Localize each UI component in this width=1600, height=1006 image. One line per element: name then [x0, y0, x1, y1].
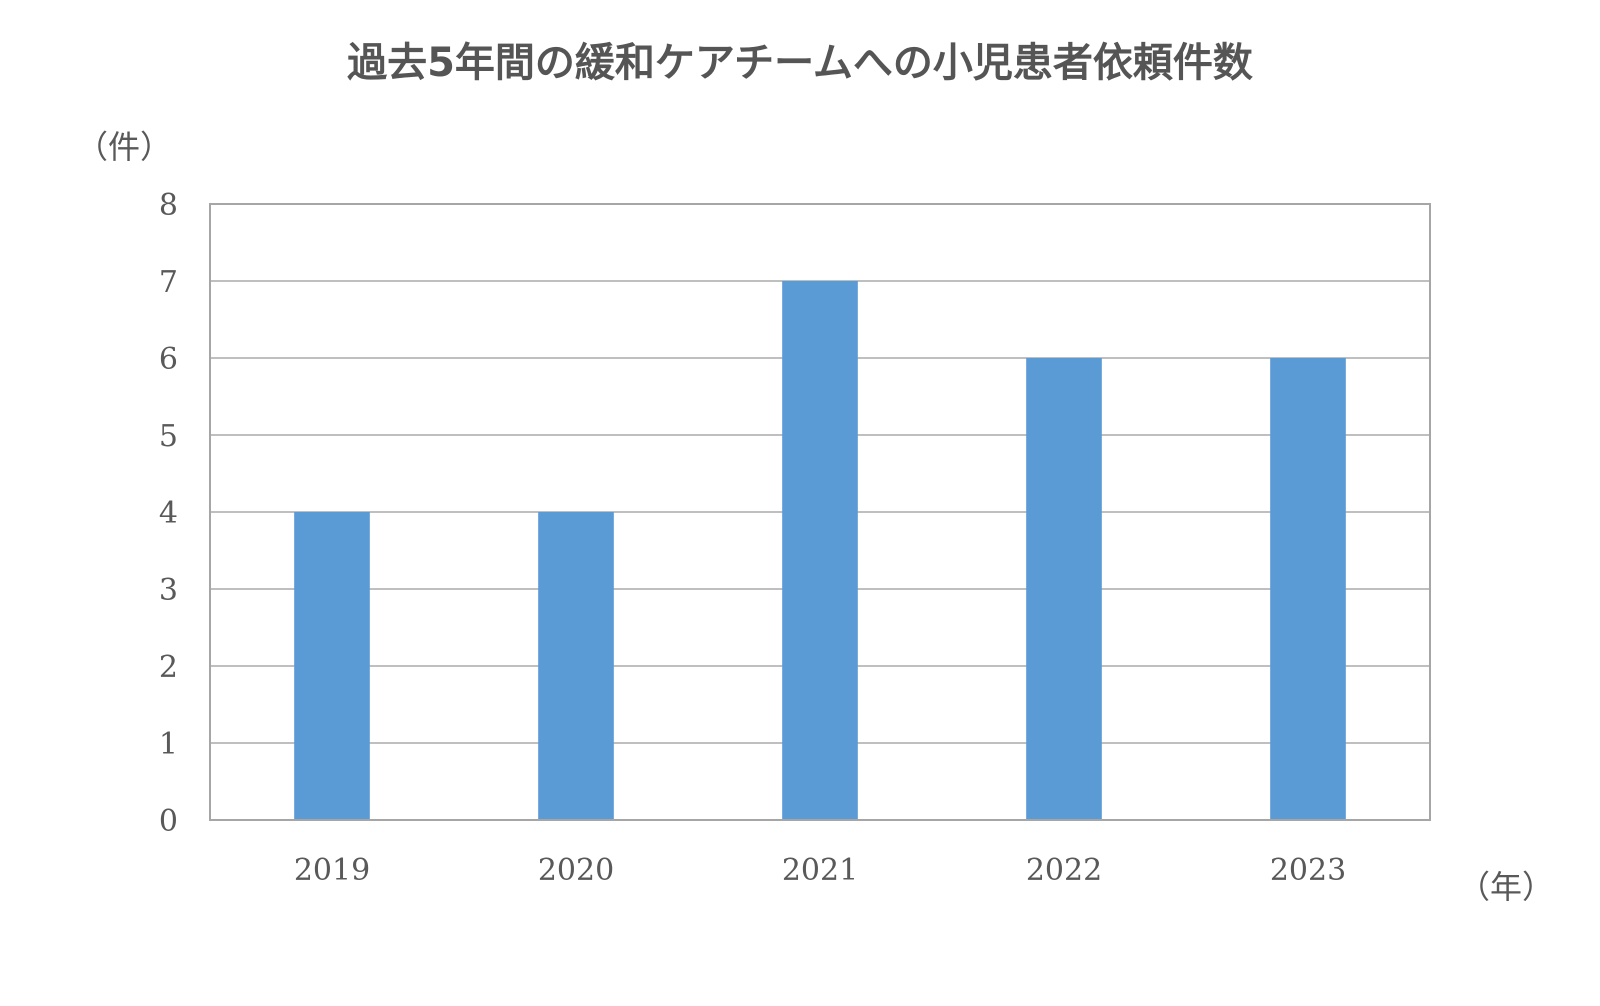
- y-tick-label: 7: [159, 265, 178, 300]
- y-tick-label: 6: [159, 342, 178, 377]
- y-tick-label: 4: [159, 496, 178, 531]
- x-tick-labels: 2019 2020 2021 2022 2023: [294, 853, 1346, 888]
- y-tick-labels: 0 1 2 3 4 5 6 7 8: [159, 188, 178, 839]
- chart-title: 過去5年間の緩和ケアチームへの小児患者依頼件数: [347, 40, 1253, 86]
- x-tick-label: 2023: [1270, 853, 1346, 888]
- y-tick-label: 5: [159, 419, 178, 454]
- bar-2020: [538, 512, 614, 820]
- plot-border: [209, 203, 1431, 821]
- x-tick-label: 2019: [294, 853, 370, 888]
- x-tick-label: 2020: [538, 853, 614, 888]
- y-tick-label: 0: [159, 804, 178, 839]
- bar-2021: [782, 281, 858, 820]
- y-tick-label: 2: [159, 650, 178, 685]
- bar-2023: [1270, 358, 1346, 820]
- x-tick-label: 2021: [782, 853, 858, 888]
- y-tick-label: 8: [159, 188, 178, 223]
- bars: [294, 281, 1346, 820]
- y-axis-label: （件）: [76, 128, 172, 166]
- y-tick-label: 3: [159, 573, 178, 608]
- bar-2022: [1026, 358, 1102, 820]
- x-axis-label: （年）: [1458, 868, 1554, 906]
- x-tick-label: 2022: [1026, 853, 1102, 888]
- y-tick-label: 1: [159, 727, 178, 762]
- bar-2019: [294, 512, 370, 820]
